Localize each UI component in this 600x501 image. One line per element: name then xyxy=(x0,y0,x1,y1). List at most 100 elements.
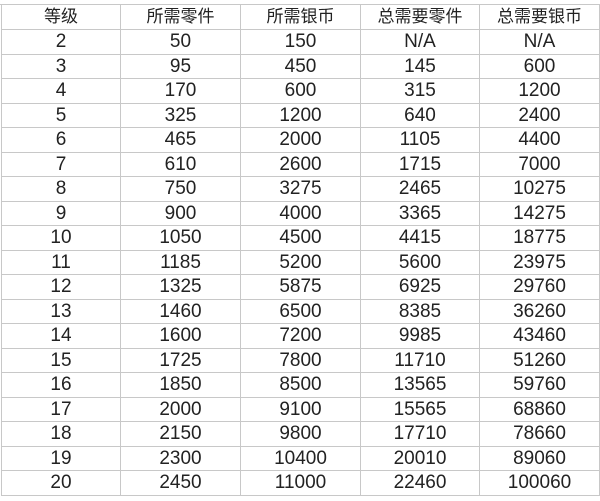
cell-level: 2 xyxy=(1,29,121,55)
cell-required-silver: 10400 xyxy=(240,445,361,471)
cell-required-parts: 2300 xyxy=(120,445,241,471)
cell-level: 5 xyxy=(1,102,121,128)
cell-required-silver: 2600 xyxy=(240,151,361,177)
cell-total-silver: 7000 xyxy=(479,151,600,177)
cell-level: 3 xyxy=(1,53,121,79)
cell-total-parts: 640 xyxy=(360,102,480,128)
cell-required-parts: 1600 xyxy=(120,323,241,349)
cell-total-parts: 8385 xyxy=(360,298,480,324)
cell-required-parts: 900 xyxy=(120,200,241,226)
cell-level: 17 xyxy=(1,396,121,422)
cell-required-parts: 1050 xyxy=(120,225,241,251)
cell-required-parts: 465 xyxy=(120,127,241,153)
cell-required-parts: 2450 xyxy=(120,470,241,496)
cell-level: 14 xyxy=(1,323,121,349)
cell-required-parts: 2150 xyxy=(120,421,241,447)
cell-total-silver: N/A xyxy=(479,29,600,55)
cell-required-silver: 450 xyxy=(240,53,361,79)
cell-required-silver: 4000 xyxy=(240,200,361,226)
cell-total-parts: 20010 xyxy=(360,445,480,471)
cell-required-silver: 5875 xyxy=(240,274,361,300)
table-row: 8 750 3275 2465 10275 xyxy=(1,176,600,202)
cell-required-silver: 9800 xyxy=(240,421,361,447)
cell-required-parts: 1460 xyxy=(120,298,241,324)
cell-total-parts: 11710 xyxy=(360,347,480,373)
table-row: 7 610 2600 1715 7000 xyxy=(1,151,600,177)
header-total-parts: 总需要零件 xyxy=(360,4,480,30)
cell-total-parts: 15565 xyxy=(360,396,480,422)
cell-total-silver: 14275 xyxy=(479,200,600,226)
cell-required-parts: 1725 xyxy=(120,347,241,373)
cell-total-silver: 29760 xyxy=(479,274,600,300)
table-row: 3 95 450 145 600 xyxy=(1,53,600,79)
cell-required-silver: 7200 xyxy=(240,323,361,349)
cell-total-parts: 9985 xyxy=(360,323,480,349)
table-row: 2 50 150 N/A N/A xyxy=(1,29,600,55)
cell-total-silver: 51260 xyxy=(479,347,600,373)
cell-total-silver: 23975 xyxy=(479,249,600,275)
cell-total-parts: N/A xyxy=(360,29,480,55)
cell-required-parts: 95 xyxy=(120,53,241,79)
cell-level: 15 xyxy=(1,347,121,373)
upgrade-cost-table: 等级 所需零件 所需银币 总需要零件 总需要银币 2 50 150 N/A N/A 3 95 450 1… xyxy=(1,4,600,496)
cell-total-silver: 1200 xyxy=(479,78,600,104)
cell-required-silver: 7800 xyxy=(240,347,361,373)
table-row: 9 900 4000 3365 14275 xyxy=(1,200,600,226)
cell-required-silver: 11000 xyxy=(240,470,361,496)
cell-required-silver: 2000 xyxy=(240,127,361,153)
cell-required-parts: 1325 xyxy=(120,274,241,300)
cell-total-parts: 2465 xyxy=(360,176,480,202)
cell-total-parts: 5600 xyxy=(360,249,480,275)
cell-required-silver: 600 xyxy=(240,78,361,104)
cell-total-parts: 1715 xyxy=(360,151,480,177)
cell-required-parts: 325 xyxy=(120,102,241,128)
cell-level: 19 xyxy=(1,445,121,471)
cell-total-parts: 145 xyxy=(360,53,480,79)
cell-total-parts: 315 xyxy=(360,78,480,104)
table-row: 17 2000 9100 15565 68860 xyxy=(1,396,600,422)
cell-total-parts: 13565 xyxy=(360,372,480,398)
table-row: 13 1460 6500 8385 36260 xyxy=(1,298,600,324)
table-row: 15 1725 7800 11710 51260 xyxy=(1,347,600,373)
cell-total-silver: 10275 xyxy=(479,176,600,202)
cell-required-silver: 150 xyxy=(240,29,361,55)
cell-required-silver: 8500 xyxy=(240,372,361,398)
cell-total-parts: 22460 xyxy=(360,470,480,496)
cell-required-parts: 610 xyxy=(120,151,241,177)
header-total-silver: 总需要银币 xyxy=(479,4,600,30)
cell-required-silver: 4500 xyxy=(240,225,361,251)
table-row: 11 1185 5200 5600 23975 xyxy=(1,249,600,275)
cell-level: 7 xyxy=(1,151,121,177)
cell-required-parts: 750 xyxy=(120,176,241,202)
cell-required-parts: 2000 xyxy=(120,396,241,422)
cell-level: 18 xyxy=(1,421,121,447)
cell-required-silver: 5200 xyxy=(240,249,361,275)
cell-total-silver: 600 xyxy=(479,53,600,79)
table-row: 14 1600 7200 9985 43460 xyxy=(1,323,600,349)
table-row: 18 2150 9800 17710 78660 xyxy=(1,421,600,447)
cell-total-silver: 2400 xyxy=(479,102,600,128)
cell-level: 12 xyxy=(1,274,121,300)
cell-level: 10 xyxy=(1,225,121,251)
cell-level: 6 xyxy=(1,127,121,153)
cell-total-silver: 36260 xyxy=(479,298,600,324)
table-row: 10 1050 4500 4415 18775 xyxy=(1,225,600,251)
cell-total-parts: 3365 xyxy=(360,200,480,226)
cell-total-silver: 43460 xyxy=(479,323,600,349)
cell-total-silver: 59760 xyxy=(479,372,600,398)
cell-level: 8 xyxy=(1,176,121,202)
table-row: 4 170 600 315 1200 xyxy=(1,78,600,104)
table-row: 16 1850 8500 13565 59760 xyxy=(1,372,600,398)
cell-level: 9 xyxy=(1,200,121,226)
cell-level: 11 xyxy=(1,249,121,275)
cell-total-silver: 18775 xyxy=(479,225,600,251)
cell-total-silver: 68860 xyxy=(479,396,600,422)
cell-total-parts: 17710 xyxy=(360,421,480,447)
table-row: 20 2450 11000 22460 100060 xyxy=(1,470,600,496)
table-row: 12 1325 5875 6925 29760 xyxy=(1,274,600,300)
cell-total-parts: 6925 xyxy=(360,274,480,300)
cell-level: 16 xyxy=(1,372,121,398)
header-level: 等级 xyxy=(1,4,121,30)
header-required-silver: 所需银币 xyxy=(240,4,361,30)
cell-required-silver: 6500 xyxy=(240,298,361,324)
